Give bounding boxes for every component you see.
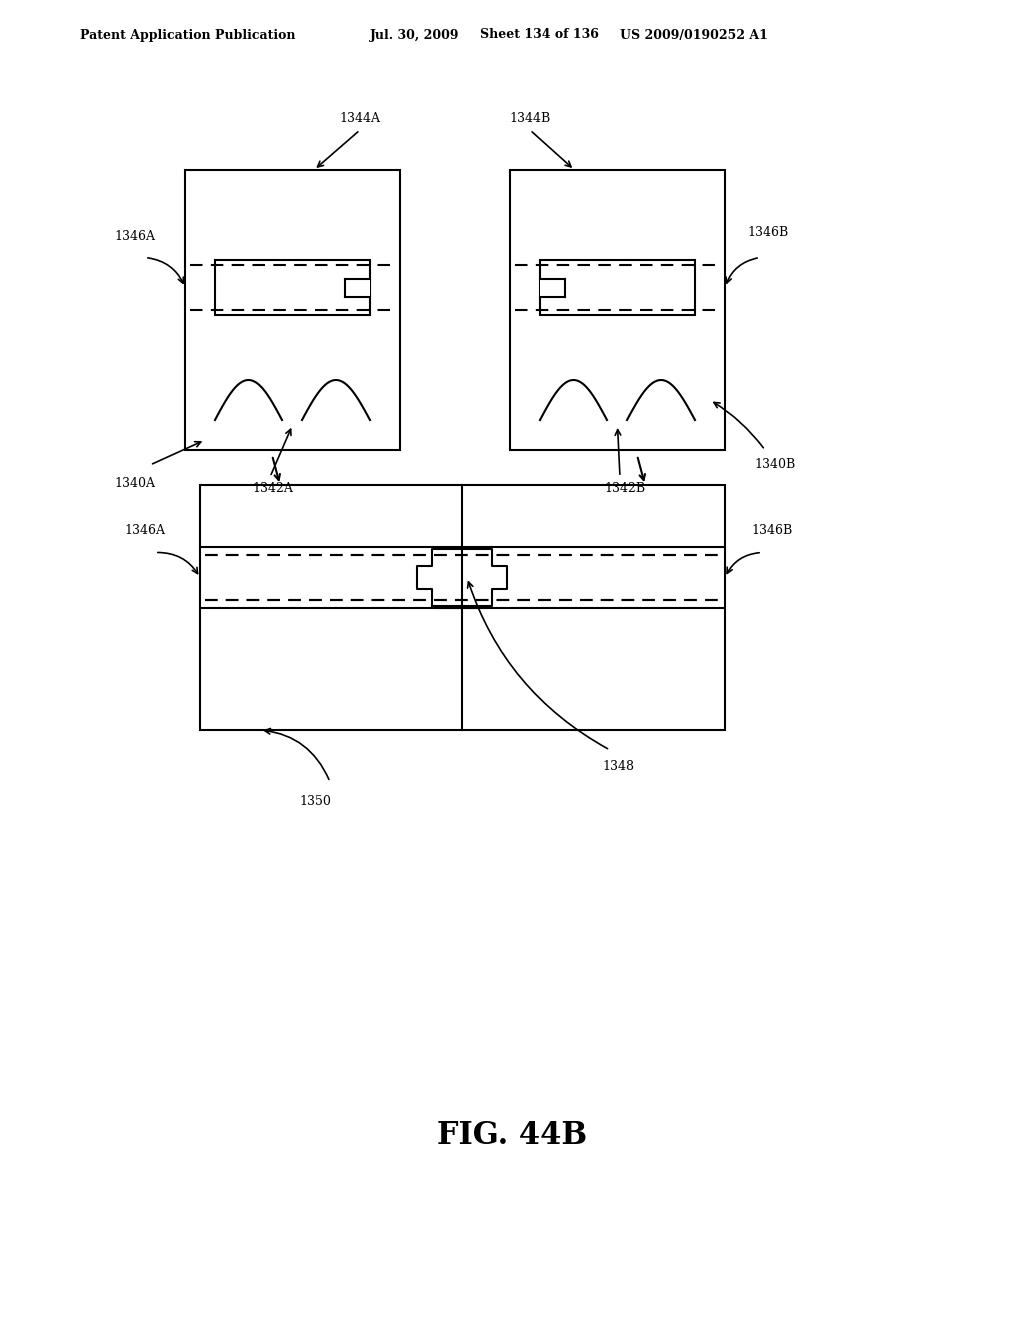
Text: 1342B: 1342B [604, 482, 645, 495]
Bar [202, 546, 723, 609]
Bar [540, 260, 695, 315]
Text: Sheet 134 of 136: Sheet 134 of 136 [480, 29, 599, 41]
Text: 1344B: 1344B [509, 112, 551, 125]
Bar [345, 279, 370, 297]
Text: 1348: 1348 [602, 760, 634, 774]
Text: 1342A: 1342A [253, 482, 294, 495]
Text: 1344A: 1344A [340, 112, 381, 125]
Text: Patent Application Publication: Patent Application Publication [80, 29, 296, 41]
Text: 1346A: 1346A [115, 230, 156, 243]
Text: US 2009/0190252 A1: US 2009/0190252 A1 [620, 29, 768, 41]
Text: 1346A: 1346A [125, 524, 166, 537]
Text: 1340A: 1340A [115, 477, 156, 490]
Bar [540, 279, 565, 297]
Text: 1340B: 1340B [755, 458, 796, 471]
Text: 1350: 1350 [299, 795, 331, 808]
Bar [437, 579, 487, 609]
Text: FIG. 44B: FIG. 44B [437, 1119, 587, 1151]
Text: 1346B: 1346B [748, 227, 788, 239]
Bar [185, 170, 400, 450]
Bar [215, 260, 370, 315]
Bar [200, 484, 725, 730]
Text: 1346B: 1346B [752, 524, 793, 537]
Bar [510, 170, 725, 450]
Text: Jul. 30, 2009: Jul. 30, 2009 [370, 29, 460, 41]
